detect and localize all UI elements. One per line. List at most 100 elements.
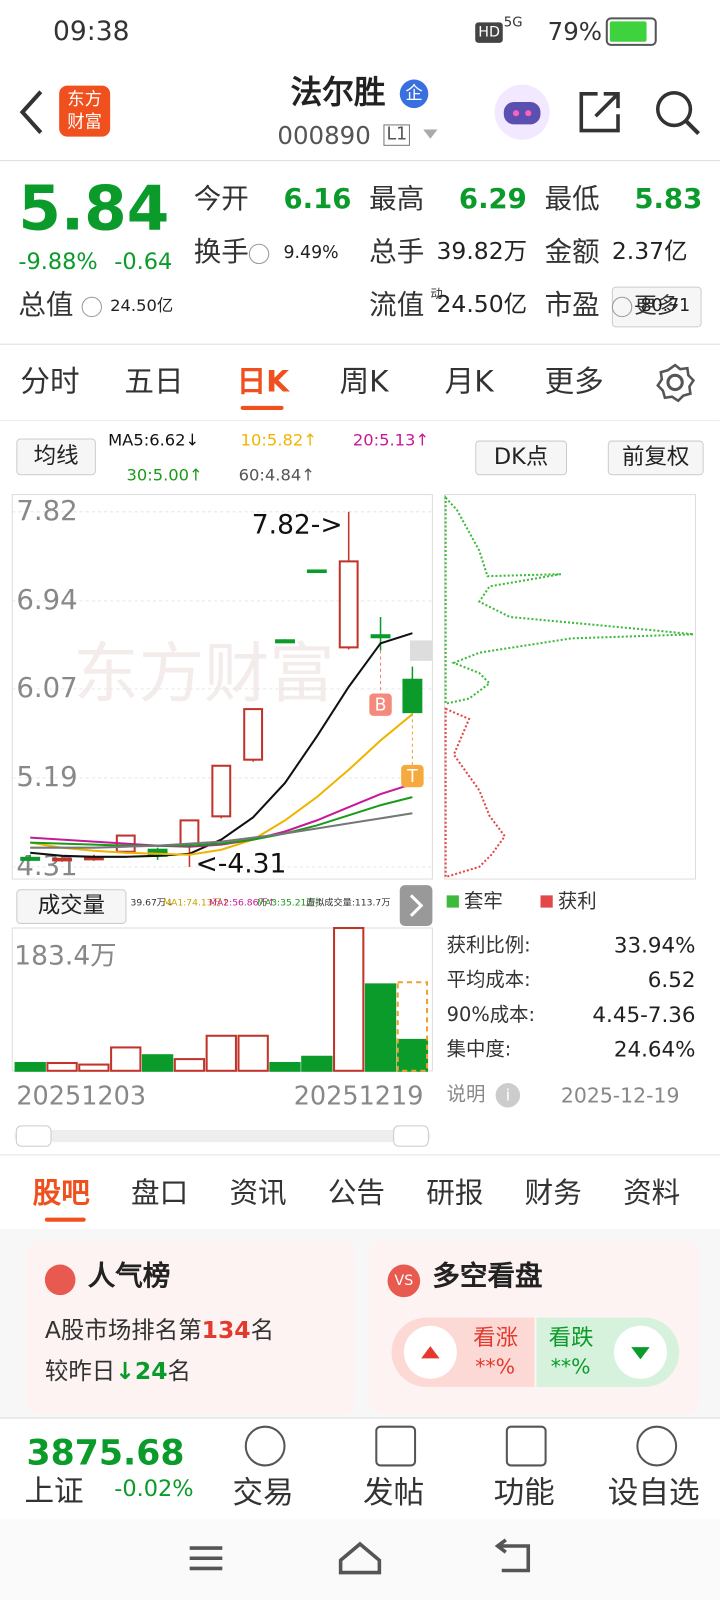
candle-body xyxy=(275,639,295,644)
volume-max: 183.4万 xyxy=(14,941,117,972)
bottom-icon[interactable] xyxy=(505,1425,547,1467)
time: 09:38 xyxy=(53,16,130,47)
candle-body xyxy=(20,856,41,861)
sub-tab[interactable]: 公告 xyxy=(327,1175,385,1210)
volume-selector[interactable]: 成交量 xyxy=(16,889,127,924)
dk-button[interactable]: DK点 xyxy=(475,440,568,476)
network: 5G xyxy=(503,15,523,31)
y-tick-label: 7.82 xyxy=(16,495,77,527)
back[interactable] xyxy=(14,87,49,138)
change-line: 较昨日↓24名 xyxy=(45,1360,191,1383)
logo[interactable]: 东方财富 xyxy=(59,85,111,137)
volume-bar xyxy=(237,1034,269,1072)
marker-t xyxy=(401,764,424,788)
field-label: 流值 xyxy=(369,289,425,322)
y-tick-label: 6.94 xyxy=(16,584,77,616)
sub-tab[interactable]: 股吧 xyxy=(32,1175,90,1210)
code: 000890 xyxy=(277,121,371,150)
adjust-button[interactable]: 前复权 xyxy=(607,440,704,476)
scroll-handle[interactable] xyxy=(393,1125,429,1147)
watermark: 东方财富 xyxy=(73,636,334,712)
index-value[interactable]: 3875.68 xyxy=(26,1432,185,1474)
bottom-item[interactable]: 设自选 xyxy=(607,1475,700,1512)
card-title: 多空看盘 xyxy=(432,1260,543,1293)
price: 5.84 xyxy=(18,173,170,245)
stat-value: 4.45-7.36 xyxy=(592,1002,696,1027)
ma-line xyxy=(30,812,413,849)
sub-tab[interactable]: 资讯 xyxy=(229,1175,287,1210)
volume-bar xyxy=(396,1038,429,1072)
bottom-item[interactable]: 功能 xyxy=(493,1475,555,1512)
volume-bar xyxy=(269,1061,301,1072)
field-label: 市盈 xyxy=(544,289,600,322)
vol-legend: MA2:56.86万↑ xyxy=(209,898,276,909)
settings[interactable] xyxy=(655,362,696,403)
volume-bar xyxy=(78,1063,110,1072)
volume-bar xyxy=(364,983,397,1072)
scrollbar[interactable] xyxy=(14,1129,431,1143)
info-icon[interactable]: i xyxy=(495,1083,521,1108)
tab-underline xyxy=(240,405,284,410)
tab[interactable]: 日K xyxy=(236,364,290,399)
scroll-handle[interactable] xyxy=(15,1125,52,1147)
candle-body xyxy=(402,678,423,714)
sub-tab[interactable]: 财务 xyxy=(524,1175,582,1210)
field-value: 2.37亿 xyxy=(611,238,688,266)
text: 名 xyxy=(250,1317,275,1345)
expand[interactable] xyxy=(399,885,433,926)
info-dot xyxy=(81,296,102,318)
bottom-item[interactable]: 发帖 xyxy=(363,1475,425,1512)
robot[interactable] xyxy=(494,84,551,141)
card-icon xyxy=(44,1264,76,1296)
popularity-card[interactable] xyxy=(26,1240,355,1414)
volume-bar xyxy=(333,926,365,1072)
ma-label: MA5:6.62↓ xyxy=(108,430,200,450)
tab[interactable]: 分时 xyxy=(20,364,80,399)
text: A股市场排名第 xyxy=(44,1317,202,1345)
note[interactable]: 说明 xyxy=(446,1083,486,1106)
price-tag xyxy=(409,640,433,661)
down-label: 看跌 xyxy=(548,1325,594,1352)
share[interactable] xyxy=(577,88,624,135)
tab[interactable]: 月K xyxy=(444,364,494,399)
search[interactable] xyxy=(653,88,702,137)
sub-tab[interactable]: 研报 xyxy=(426,1175,484,1210)
volume-bar xyxy=(14,1061,46,1072)
dropdown[interactable] xyxy=(422,128,438,140)
volume-bar xyxy=(110,1046,142,1072)
tab[interactable]: 周K xyxy=(339,364,389,399)
tab[interactable]: 五日 xyxy=(124,364,184,399)
text: 名 xyxy=(167,1358,192,1385)
volume-bar xyxy=(46,1061,78,1072)
index-name[interactable]: 上证 xyxy=(24,1473,84,1509)
field-label: 总手 xyxy=(369,236,425,269)
date-end: 20251219 xyxy=(293,1080,424,1111)
bottom-icon[interactable] xyxy=(375,1425,417,1467)
up-icon xyxy=(403,1325,457,1379)
bottom-icon[interactable] xyxy=(244,1425,286,1467)
stat-label: 集中度: xyxy=(446,1038,512,1061)
down-icon xyxy=(613,1325,667,1379)
ma-selector[interactable]: 均线 xyxy=(16,438,96,476)
bottom-item[interactable]: 交易 xyxy=(232,1475,294,1512)
field-value: 6.29 xyxy=(458,183,527,216)
sub-tab[interactable]: 资料 xyxy=(623,1175,681,1210)
volume-bar xyxy=(173,1058,206,1072)
field-value: 24.50亿 xyxy=(436,291,528,319)
field-label: 总值 xyxy=(18,289,74,322)
tab[interactable]: 更多 xyxy=(544,364,604,399)
ma-label: 30:5.00↑ xyxy=(126,465,203,485)
divider xyxy=(0,1417,720,1419)
field-value: 9.49% xyxy=(283,242,339,264)
field-value: 5.83 xyxy=(634,183,703,216)
sub-tab[interactable]: 盘口 xyxy=(131,1175,189,1210)
index-change: -0.02% xyxy=(114,1476,194,1503)
vol-legend: MA3:35.21万↑ xyxy=(256,898,324,909)
candle-body xyxy=(52,857,72,862)
candle-body xyxy=(211,764,232,818)
stat-label: 90%成本: xyxy=(446,1003,536,1026)
high-label: 7.82-> xyxy=(252,510,343,541)
virtual-volume xyxy=(396,981,429,1072)
bottom-icon[interactable] xyxy=(636,1425,678,1467)
